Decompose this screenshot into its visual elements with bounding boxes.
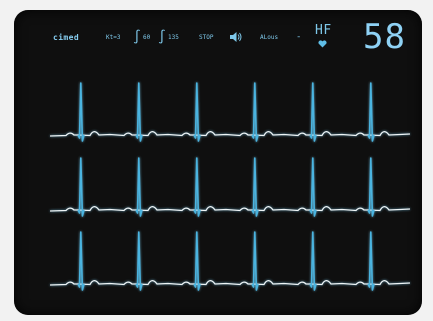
heart-rate-value: 58: [363, 17, 406, 57]
app-label: cimed: [53, 33, 80, 42]
ecg-qrs-spike: [77, 157, 85, 217]
ecg-qrs-spike: [135, 231, 143, 291]
ecg-qrs-spike: [309, 231, 317, 291]
ecg-qrs-spike: [251, 157, 259, 217]
ecg-trace-area: [49, 82, 411, 291]
heart-icon: [318, 40, 327, 48]
stop-button[interactable]: STOP: [199, 34, 214, 41]
ecg-channel-3: [49, 231, 411, 291]
speaker-icon[interactable]: [228, 30, 242, 44]
separator-dash: -: [296, 32, 302, 42]
ecg-qrs-spike: [193, 231, 201, 291]
ecg-qrs-spike: [251, 231, 259, 291]
status-bar: cimed Kt=3 ∫ 60 ∫ 135 STOP ALous - HF 58: [14, 10, 422, 62]
ecg-qrs-spike: [309, 157, 317, 217]
lower-limit-value[interactable]: 60: [143, 34, 151, 41]
ecg-qrs-spike: [193, 157, 201, 217]
upper-limit-value[interactable]: 135: [168, 34, 179, 41]
ecg-qrs-spike: [77, 231, 85, 291]
ecg-baseline: [49, 205, 411, 212]
ecg-baseline: [49, 279, 411, 286]
ecg-channel-2: [49, 157, 411, 217]
ecg-qrs-spike: [77, 82, 85, 142]
integral-symbol-lower: ∫: [133, 30, 141, 45]
alarm-setting[interactable]: ALous: [260, 34, 279, 41]
sensitivity-setting[interactable]: Kt=3: [106, 34, 121, 41]
ecg-qrs-spike: [135, 82, 143, 142]
ecg-baseline: [49, 130, 411, 137]
ecg-channel-1: [49, 82, 411, 142]
ecg-qrs-spike: [367, 157, 375, 217]
ecg-qrs-spike: [193, 82, 201, 142]
ecg-qrs-spike: [251, 82, 259, 142]
integral-symbol-upper: ∫: [158, 30, 166, 45]
ecg-qrs-spike: [367, 82, 375, 142]
ecg-qrs-spike: [367, 231, 375, 291]
heart-rate-label: HF: [315, 23, 332, 38]
ecg-qrs-spike: [135, 157, 143, 217]
monitor-screen: cimed Kt=3 ∫ 60 ∫ 135 STOP ALous - HF 58: [14, 10, 422, 315]
ecg-qrs-spike: [309, 82, 317, 142]
